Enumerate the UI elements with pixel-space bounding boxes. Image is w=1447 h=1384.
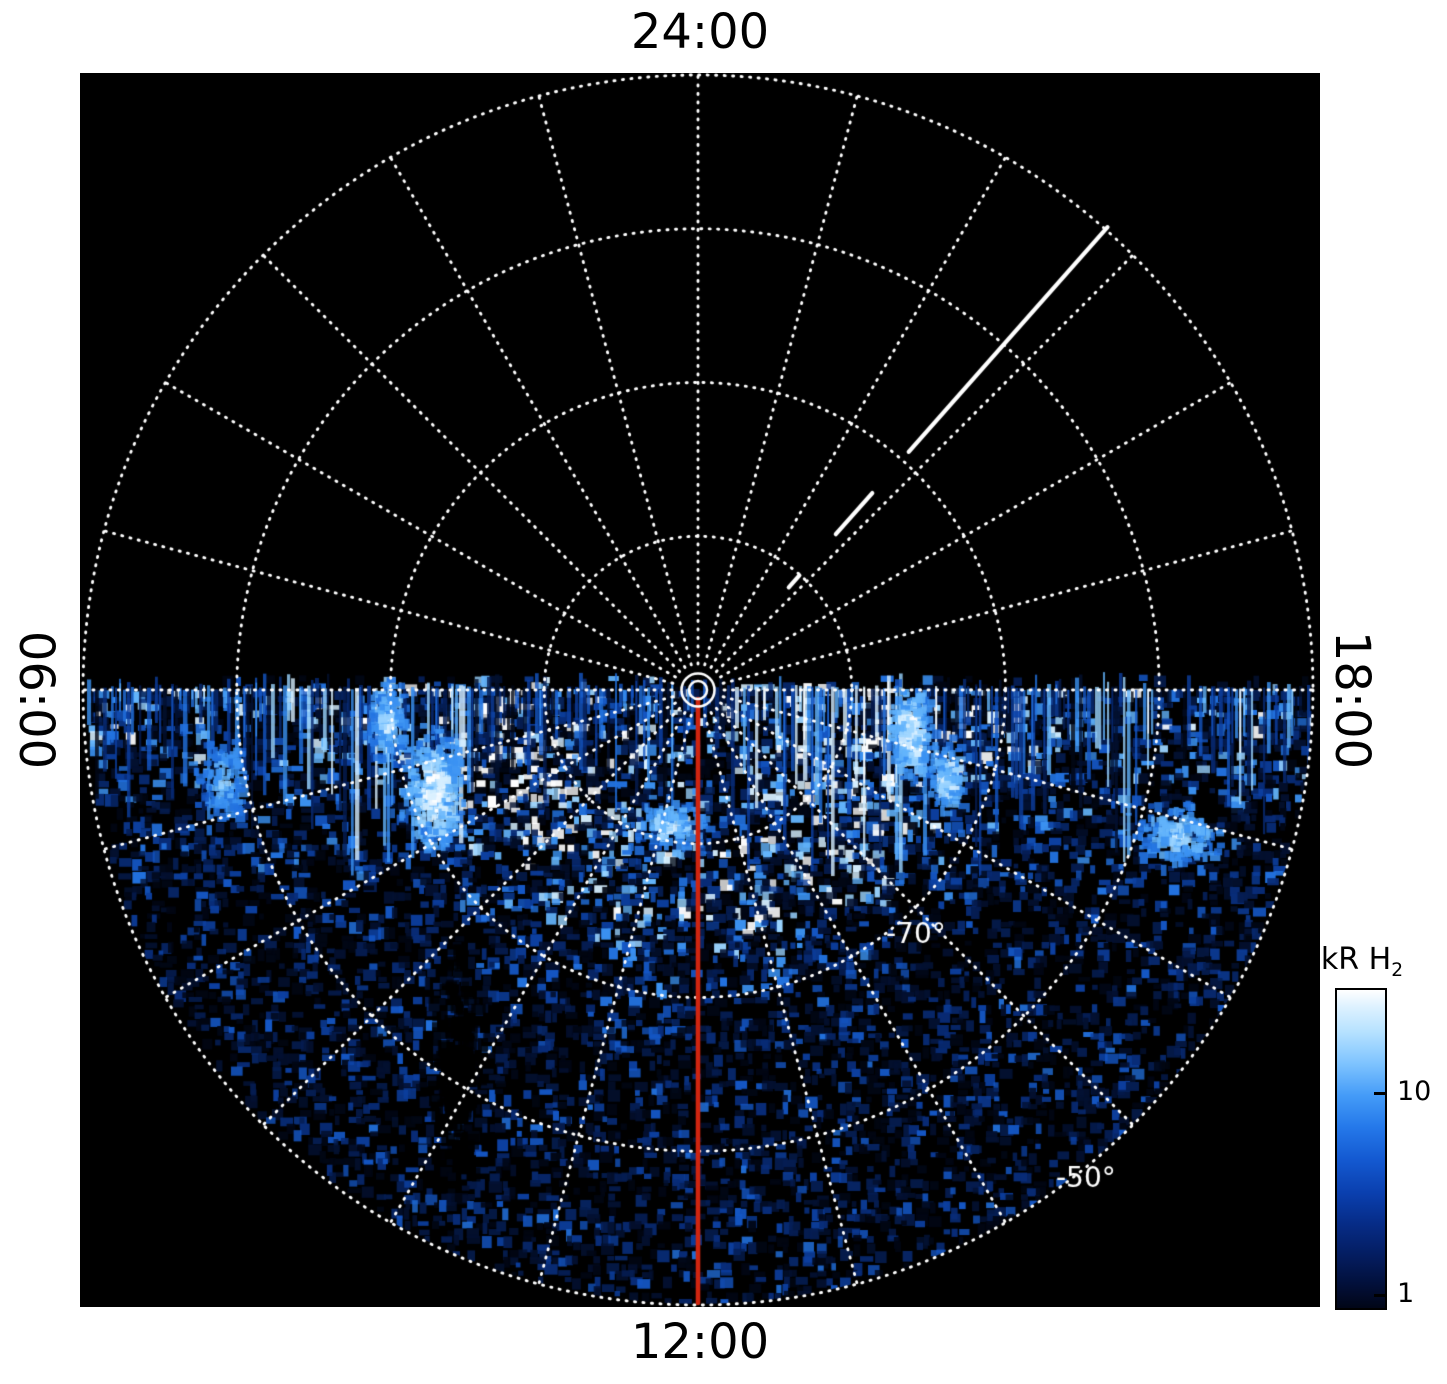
colorbar-label-1: 1 (1397, 1278, 1415, 1309)
local-time-label-1800: 18:00 (1324, 630, 1380, 770)
colorbar-title-text: kR H (1320, 942, 1392, 977)
polar-plot-area (80, 73, 1320, 1307)
local-time-label-2400: 24:00 (630, 4, 770, 60)
polar-heatmap-canvas (80, 73, 1320, 1307)
colorbar-gradient (1335, 988, 1387, 1310)
colorbar-label-10: 10 (1397, 1076, 1432, 1107)
local-time-label-1200: 12:00 (630, 1314, 770, 1370)
local-time-label-0600: 06:00 (8, 630, 64, 770)
colorbar-title: kR H2 (1300, 942, 1424, 981)
colorbar-tick-10 (1374, 1092, 1385, 1095)
colorbar-title-subscript: 2 (1391, 960, 1404, 981)
colorbar-tick-1 (1374, 1294, 1385, 1297)
